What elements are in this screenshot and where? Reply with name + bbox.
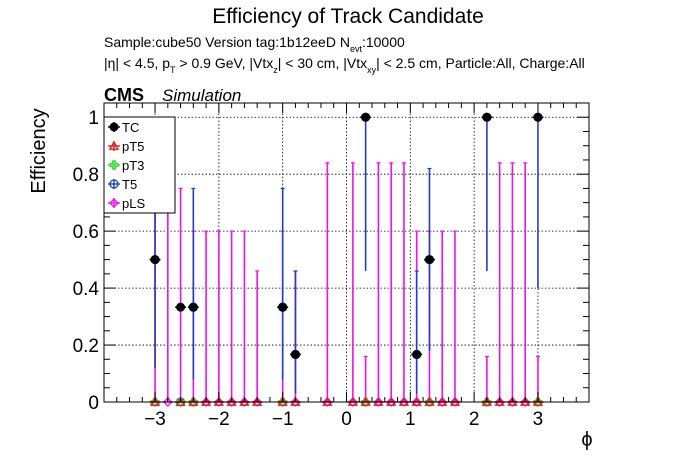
legend-item-tc: TC: [108, 120, 139, 135]
y-tick-label: 0.6: [73, 222, 99, 243]
cms-label: CMS: [104, 85, 144, 105]
tc-point: [361, 112, 371, 122]
legend-marker-pt3: [109, 160, 119, 170]
legend-label-pt5: pT5: [122, 139, 144, 154]
x-tick-label: 2: [469, 409, 480, 430]
tc-point: [278, 302, 288, 312]
y-tick-label: 0.2: [73, 336, 99, 357]
y-tick-label: 0.4: [73, 279, 100, 300]
subtitle-sample-text: Sample:cube50 Version tag:1b12eeD N: [104, 34, 350, 50]
legend-item-pt5: pT5: [108, 139, 144, 154]
legend-marker-pls: [109, 198, 119, 208]
legend-marker-t5: [109, 179, 119, 189]
chart-subtitle-sample: Sample:cube50 Version tag:1b12eeD Nevt:1…: [104, 34, 405, 54]
tc-point: [482, 112, 492, 122]
cuts-part-1: T: [170, 65, 176, 75]
x-tick-label: −1: [272, 409, 294, 430]
pls-point: [201, 397, 212, 407]
pls-point: [386, 397, 397, 407]
pls-point: [213, 397, 224, 407]
axis-ticks: −3 −2 −1 0 1 2 3 0 0.2 0.4 0.6 0.8 1: [73, 103, 589, 430]
cuts-part-2: > 0.9 GeV, |Vtx: [176, 55, 274, 71]
legend-marker-tc: [109, 122, 119, 132]
x-tick-label: −2: [208, 409, 230, 430]
pls-point: [494, 397, 505, 407]
pls-point: [373, 397, 384, 407]
tc-point: [176, 302, 186, 312]
tc-point: [188, 302, 198, 312]
chart-cuts-text: |η| < 4.5, pT > 0.9 GeV, |Vtxz| < 30 cm,…: [104, 55, 585, 75]
pls-point: [399, 397, 409, 407]
tc-point: [533, 112, 543, 122]
pls-point: [437, 397, 448, 407]
cuts-part-4: | < 30 cm, |Vtx: [278, 55, 367, 71]
legend-label-t5: T5: [122, 177, 137, 192]
pls-point: [507, 397, 518, 407]
pls-point: [450, 397, 460, 407]
cuts-part-5: xy: [367, 65, 377, 75]
pls-point: [347, 397, 358, 407]
legend-marker-pt5: [108, 140, 120, 150]
pls-point: [520, 397, 531, 407]
x-axis-label: ϕ: [581, 429, 592, 451]
series-tc: [149, 112, 544, 359]
pls-point: [226, 397, 237, 407]
chart-title: Efficiency of Track Candidate: [212, 5, 484, 28]
subtitle-sample-subscript: evt: [350, 44, 363, 54]
legend-item-t5: T5: [108, 177, 137, 192]
tc-point: [424, 255, 434, 265]
tc-point: [290, 349, 300, 359]
cuts-part-3: z: [273, 65, 278, 75]
tc-point: [412, 349, 422, 359]
cuts-part-6: | < 2.5 cm, Particle:All, Charge:All: [376, 55, 585, 71]
x-tick-label: −3: [144, 409, 166, 430]
cuts-part-0: |η| < 4.5, p: [104, 55, 170, 71]
legend-label-pt3: pT3: [122, 158, 144, 173]
legend-item-pt3: pT3: [108, 158, 144, 173]
plot-frame: [103, 102, 590, 403]
subtitle-sample-end: :10000: [362, 34, 405, 50]
pls-point: [239, 397, 250, 407]
grid: [104, 103, 589, 403]
y-tick-label: 0: [88, 393, 99, 414]
pls-point: [322, 397, 333, 407]
y-axis-label: Efficiency: [28, 108, 50, 193]
pls-point: [411, 397, 422, 407]
x-tick-label: 0: [341, 409, 352, 430]
y-tick-label: 0.8: [73, 165, 99, 186]
legend: TC pT5 pT3 T5 pLS: [103, 116, 176, 214]
x-tick-label: 1: [405, 409, 416, 430]
pls-point: [290, 397, 301, 407]
pls-point: [162, 397, 173, 407]
tc-point: [150, 255, 160, 265]
pls-point: [252, 397, 263, 407]
x-tick-label: 3: [533, 409, 544, 430]
y-tick-label: 1: [88, 108, 99, 129]
simulation-label: Simulation: [162, 86, 241, 105]
legend-label-tc: TC: [122, 120, 139, 135]
legend-item-pls: pLS: [108, 196, 145, 211]
legend-label-pls: pLS: [122, 196, 145, 211]
